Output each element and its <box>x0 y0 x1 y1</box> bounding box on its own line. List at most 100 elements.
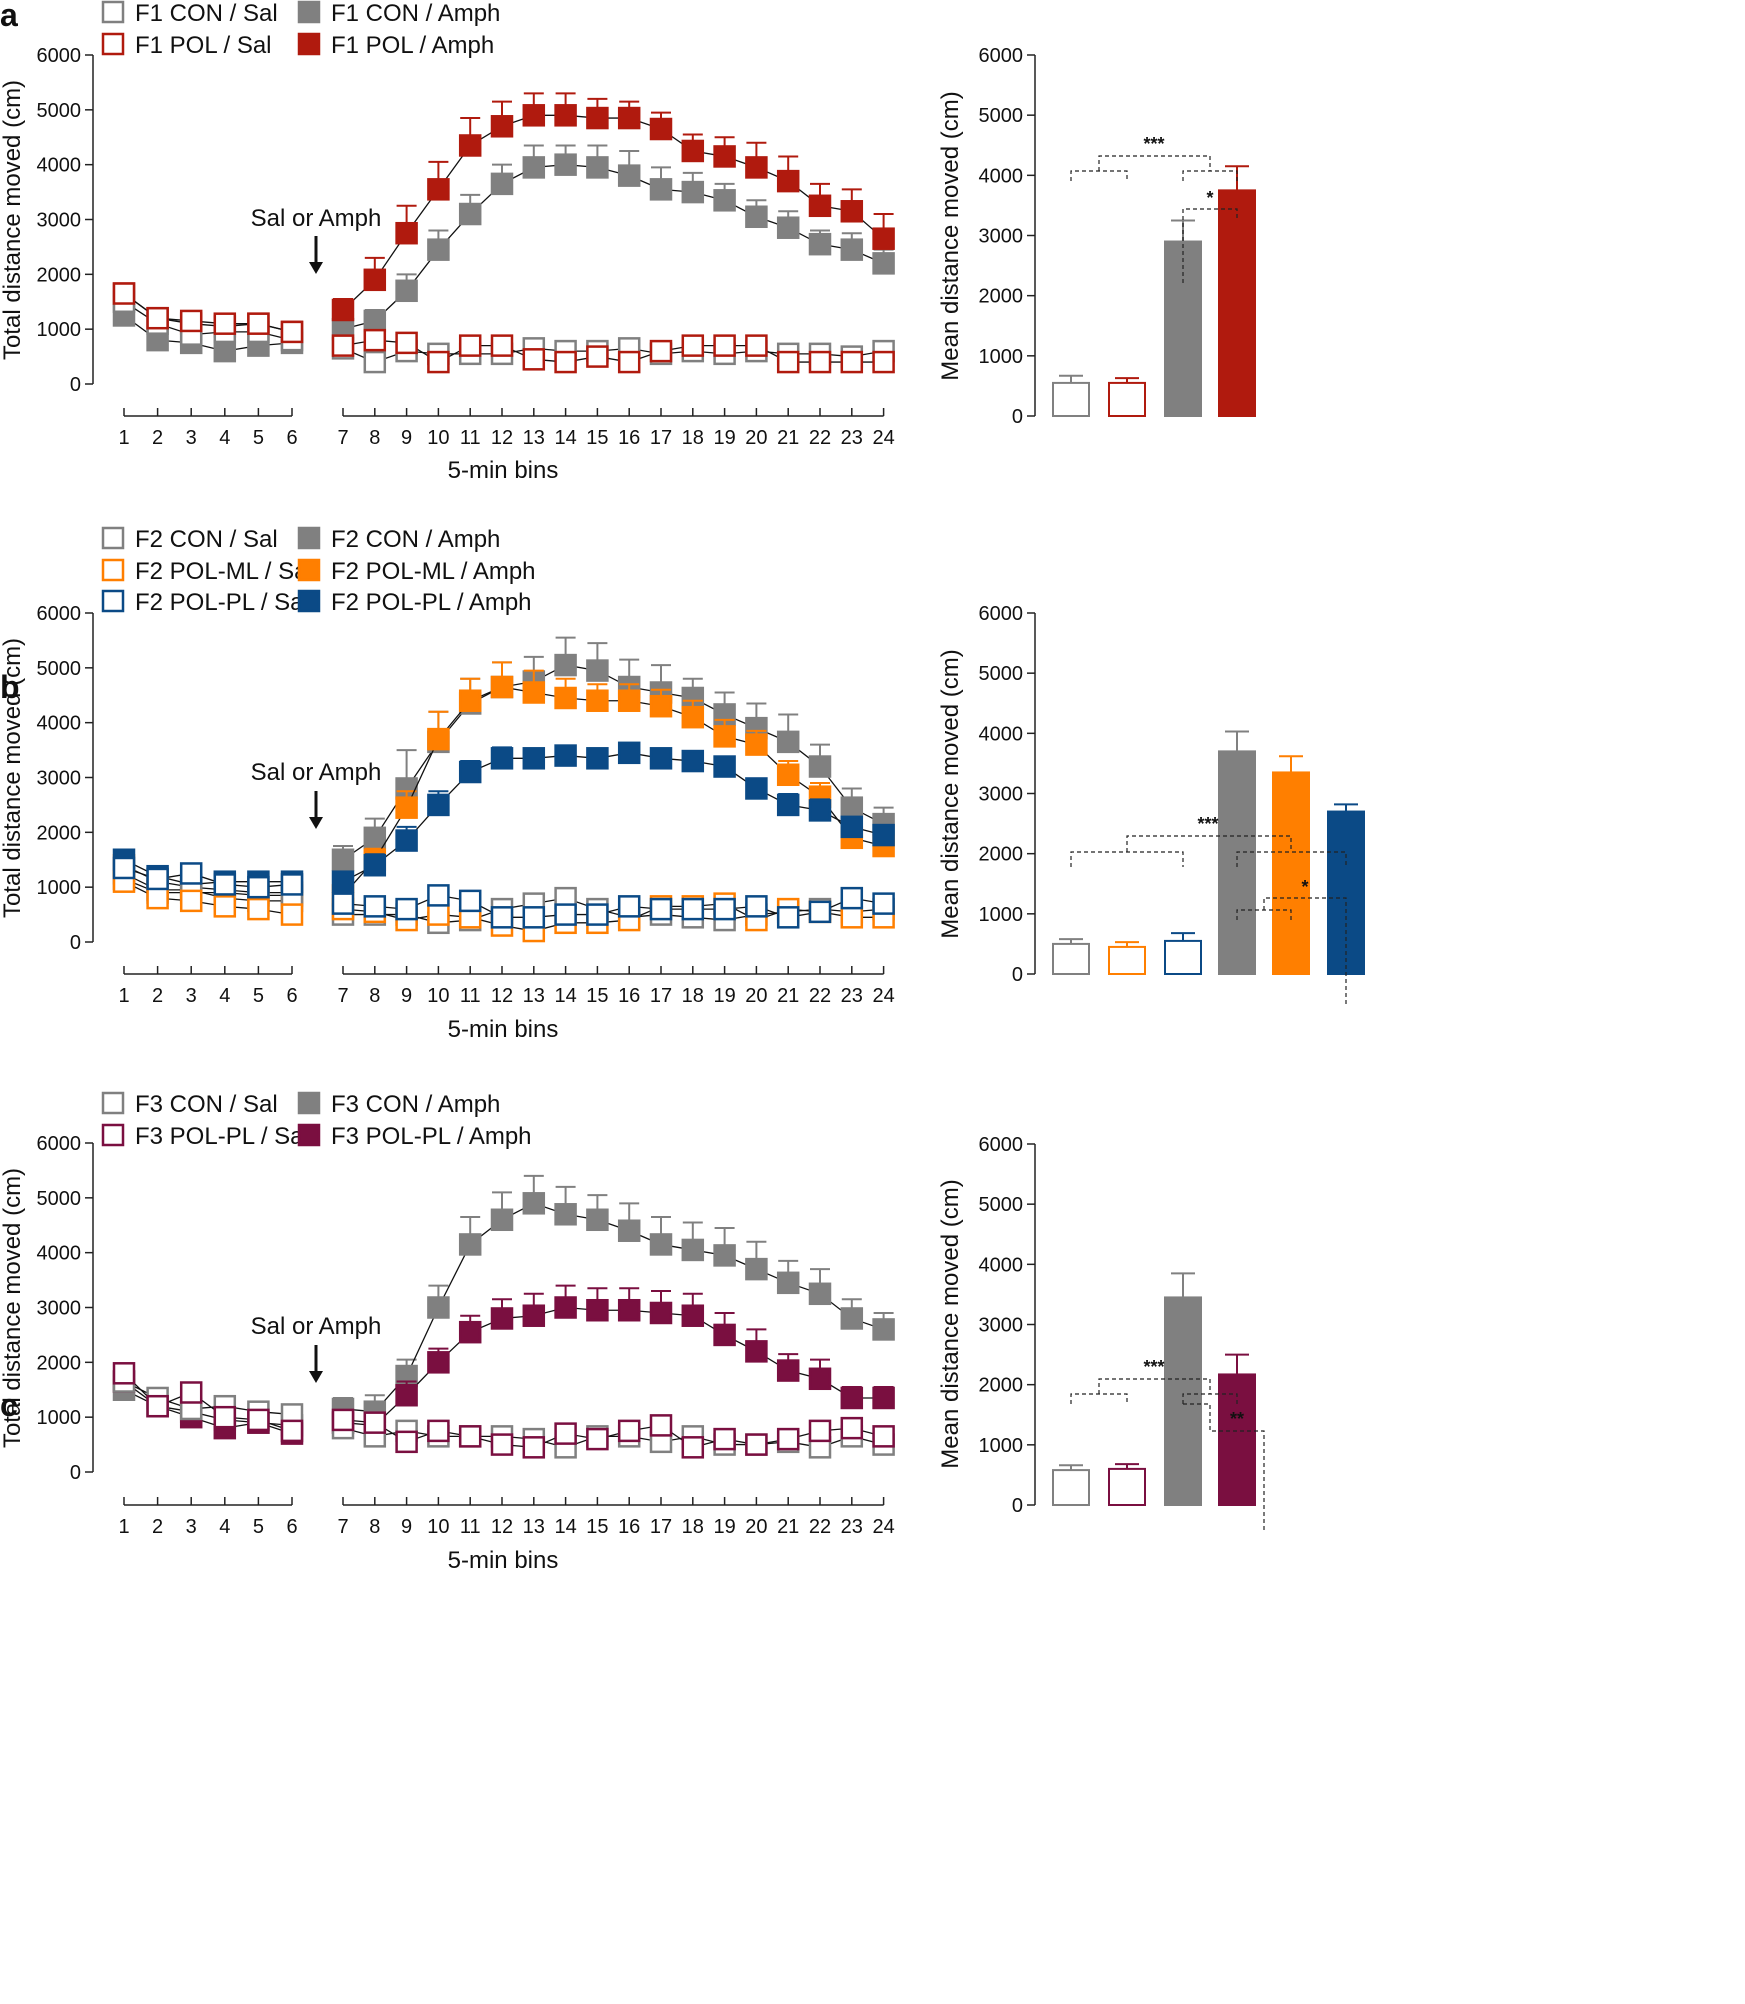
data-point <box>617 741 641 765</box>
bar-y-tick-label: 0 <box>1012 1495 1023 1517</box>
y-tick-label: 4000 <box>37 1243 82 1265</box>
data-point <box>681 1238 705 1262</box>
data-point <box>713 334 736 357</box>
annotation-text: Sal or Amph <box>251 759 382 786</box>
data-point <box>617 350 641 374</box>
y-tick-label: 6000 <box>37 1133 82 1155</box>
data-point <box>554 686 577 710</box>
x-tick-label: 21 <box>777 427 799 449</box>
x-tick-label: 12 <box>491 985 513 1007</box>
data-point <box>363 895 387 918</box>
data-point <box>179 1381 203 1404</box>
y-tick-label: 5000 <box>37 1188 82 1210</box>
y-tick-label: 2000 <box>37 1352 82 1374</box>
data-point <box>490 334 514 357</box>
x-tick-label: 15 <box>586 985 608 1007</box>
sig-bracket <box>1098 1378 1211 1394</box>
data-point <box>427 1296 450 1319</box>
bar-y-tick-label: 4000 <box>979 723 1024 745</box>
bar-y-tick-label: 0 <box>1012 406 1023 428</box>
sig-bracket <box>1070 1393 1128 1404</box>
data-point <box>745 777 768 800</box>
series <box>112 144 895 363</box>
x-tick-label: 7 <box>337 985 348 1007</box>
y-tick-label: 3000 <box>37 768 82 790</box>
bar <box>1164 240 1202 417</box>
sig-bracket <box>1183 1403 1265 1530</box>
series <box>112 661 895 907</box>
x-tick-label: 14 <box>554 427 576 449</box>
data-point <box>490 1208 514 1232</box>
data-point <box>745 334 768 357</box>
x-tick-label: 12 <box>491 427 513 449</box>
legend-marker <box>101 1091 125 1115</box>
data-point <box>490 675 514 699</box>
data-point <box>713 1323 736 1347</box>
bar <box>1108 381 1146 417</box>
x-tick-label: 23 <box>841 985 863 1007</box>
bar-y-tick-label: 5000 <box>979 663 1024 685</box>
bar <box>1327 810 1365 975</box>
data-point <box>280 903 304 926</box>
data-point <box>247 875 270 899</box>
bar-y-tick-label: 6000 <box>979 45 1024 67</box>
bar-y-tick-label: 2000 <box>979 1375 1024 1397</box>
data-point <box>179 889 203 913</box>
x-tick-label: 5 <box>253 1516 264 1538</box>
x-tick-label: 24 <box>872 985 894 1007</box>
x-tick-label: 3 <box>186 1516 197 1538</box>
bar-y-tick-label: 1000 <box>979 904 1024 926</box>
sig-label: * <box>1206 188 1213 208</box>
series-line-post <box>342 894 884 918</box>
legend-marker <box>101 526 125 550</box>
data-point <box>247 312 270 335</box>
data-point <box>776 763 800 787</box>
series <box>112 1362 895 1459</box>
data-point <box>840 1307 864 1330</box>
series-line-post <box>342 347 884 363</box>
data-point <box>427 884 450 907</box>
sig-label: *** <box>1197 814 1218 834</box>
data-point <box>427 903 450 926</box>
x-tick-label: 1 <box>118 985 129 1007</box>
y-axis-title: Total distance moved (cm) <box>0 80 26 360</box>
series-line-post <box>342 1306 884 1427</box>
line-y-axis: 0 1000 2000 3000 4000 5000 6000 Total distance … <box>0 1133 94 1484</box>
x-tick-label: 4 <box>219 985 230 1007</box>
y-axis-title: Total distance moved (cm) <box>0 1168 26 1448</box>
x-tick-label: 19 <box>713 427 735 449</box>
series-line-post <box>342 1427 884 1449</box>
x-tick-label: 14 <box>554 1516 576 1538</box>
y-tick-label: 5000 <box>37 658 82 680</box>
bar-y-tick-label: 5000 <box>979 1194 1024 1216</box>
data-point <box>776 350 800 374</box>
data-point <box>458 889 482 913</box>
bar-chart: 0 1000 2000 3000 4000 5000 6000 Mean distance m… <box>937 603 1365 1005</box>
data-point <box>458 689 482 712</box>
y-tick-label: 0 <box>70 374 81 396</box>
legend-item: F1 POL / Amph <box>297 32 494 59</box>
data-point <box>522 681 546 704</box>
data-point <box>840 200 864 223</box>
x-tick-label: 22 <box>809 1516 831 1538</box>
legend-label: F3 POL-PL / Sal <box>135 1123 309 1150</box>
bar <box>1218 750 1256 976</box>
x-tick-label: 21 <box>777 985 799 1007</box>
line-x-axis: 1 2 3 4 5 6 7 8 9 10 11 12 13 14 15 16 17 18 19 20 21 22 23 245… <box>118 408 895 484</box>
data-point <box>681 1304 705 1327</box>
x-tick-label: 11 <box>460 427 481 449</box>
x-axis-title: 5-min bins <box>448 1016 559 1043</box>
data-point <box>427 178 450 201</box>
data-point <box>649 897 673 921</box>
legend-marker <box>101 1123 125 1147</box>
bar <box>1164 939 1202 975</box>
x-tick-label: 23 <box>841 427 863 449</box>
data-point <box>490 747 514 770</box>
legend-label: F1 CON / Amph <box>331 0 500 27</box>
data-point <box>280 1419 304 1443</box>
data-point <box>586 689 609 712</box>
legend-item: F2 POL-ML / Sal <box>101 558 313 585</box>
panel-b-label: b <box>0 669 20 705</box>
series-line-post <box>342 339 884 363</box>
